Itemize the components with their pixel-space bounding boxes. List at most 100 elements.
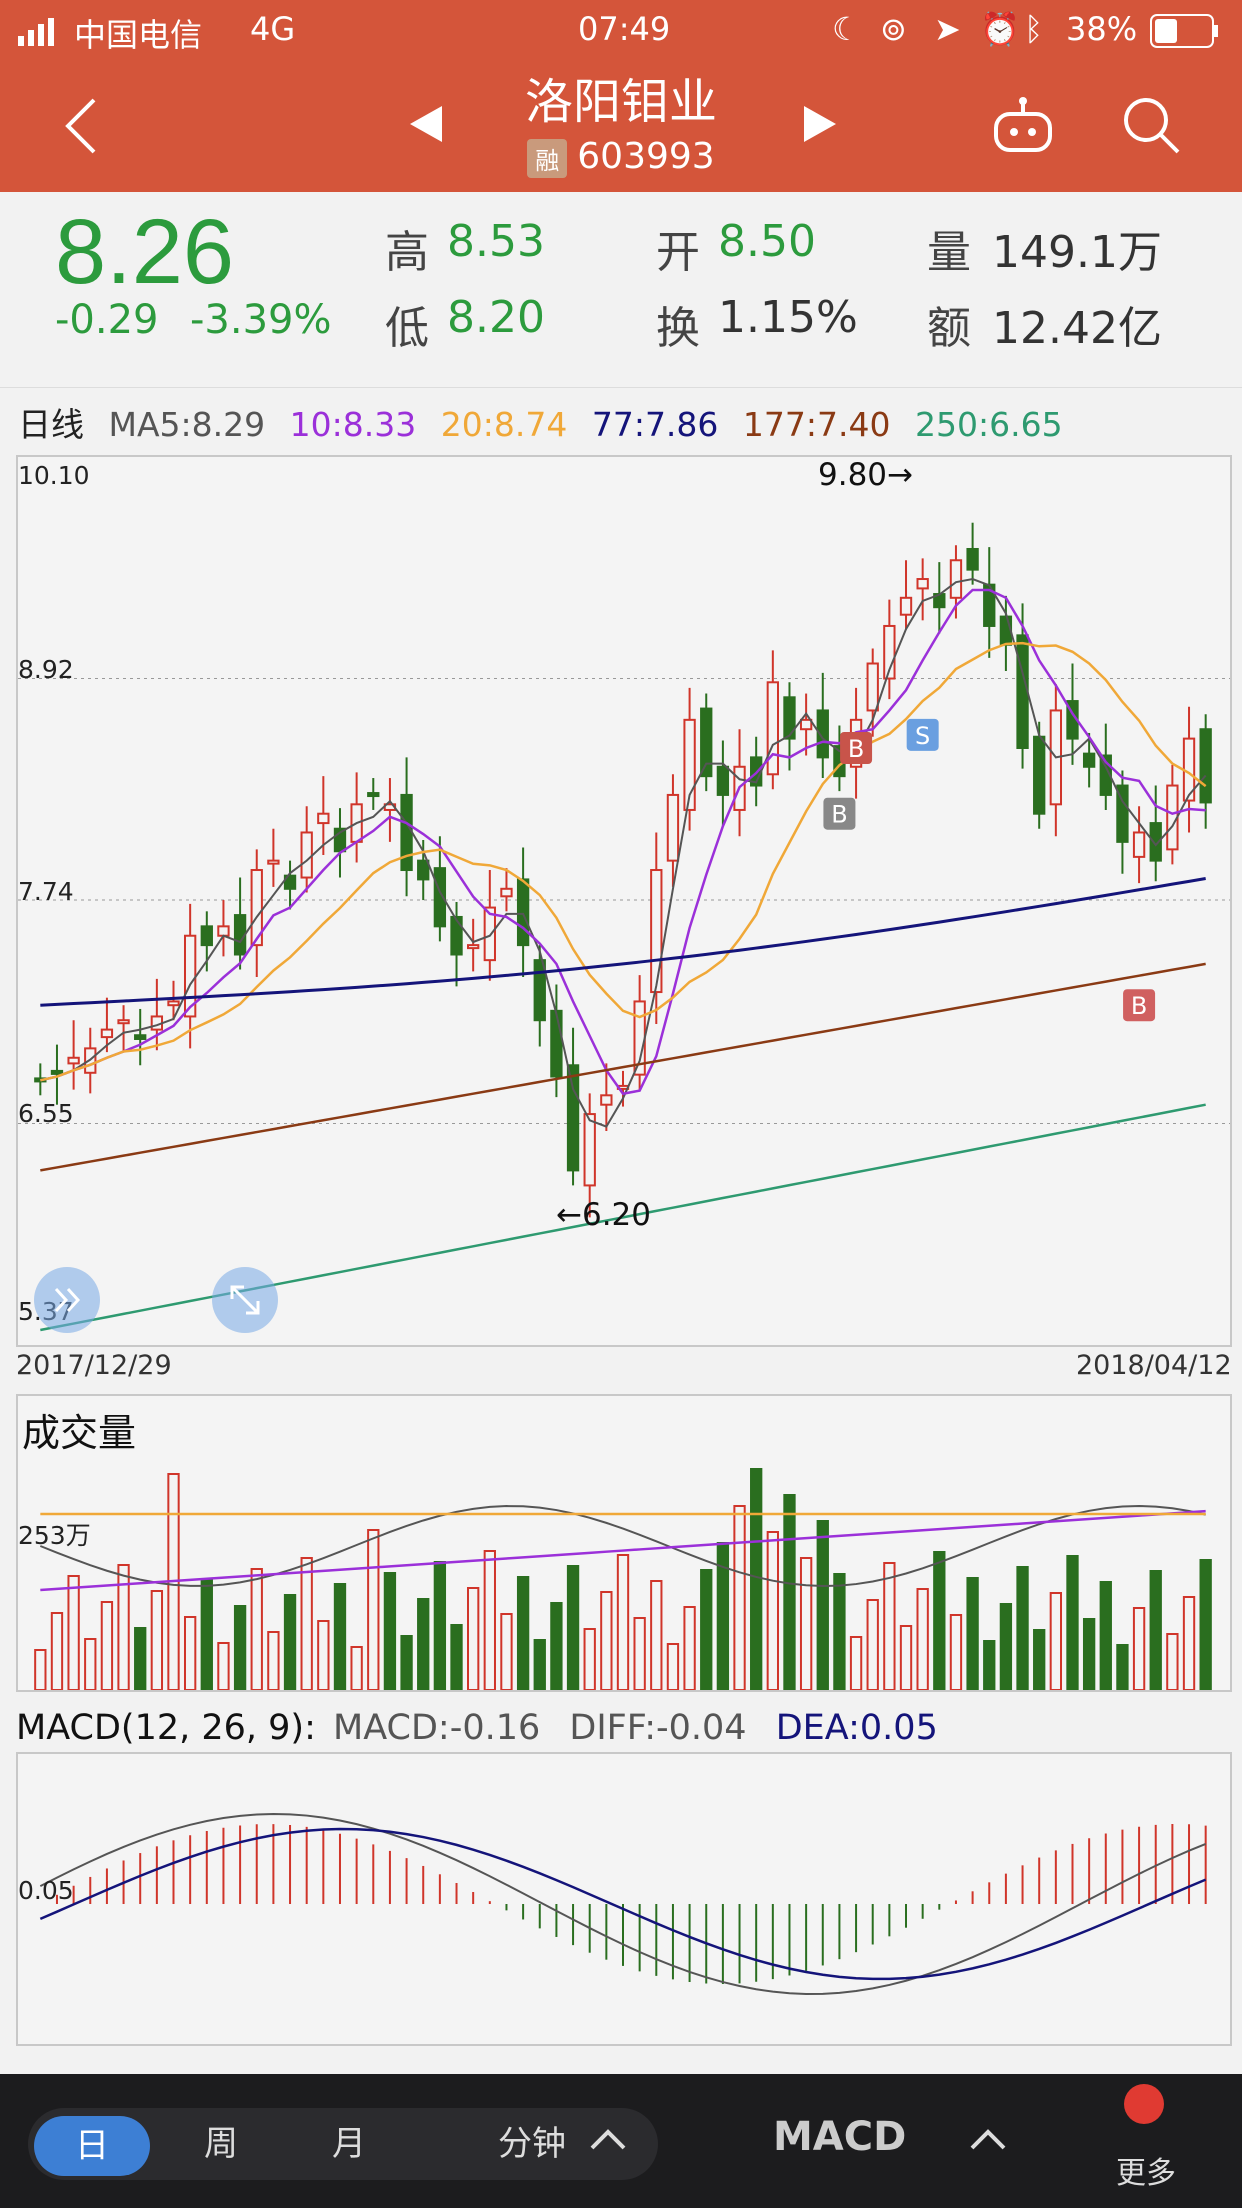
- signal-icon: [18, 16, 62, 54]
- high-label: 高: [385, 227, 429, 278]
- volume-bar: [916, 1588, 929, 1690]
- volume-bar: [417, 1598, 430, 1690]
- ma20-label: 20:8.74: [440, 405, 568, 444]
- volume-bar: [333, 1583, 347, 1690]
- price-change: -0.29: [55, 297, 159, 343]
- ma10-line: [40, 588, 1206, 1096]
- volume-bar: [999, 1603, 1013, 1690]
- tab-day[interactable]: 日: [34, 2116, 150, 2176]
- candle-body: [67, 1056, 80, 1065]
- volume-bar: [1199, 1559, 1212, 1690]
- robot-assistant-button[interactable]: [990, 96, 1056, 160]
- volume-bar: [400, 1635, 413, 1690]
- candle-body: [716, 765, 730, 796]
- volume-bar: [233, 1605, 247, 1690]
- macd-chart[interactable]: 0.05: [16, 1752, 1232, 2046]
- more-button[interactable]: 更多: [1116, 2156, 1176, 2191]
- tab-minute[interactable]: 分钟: [498, 2124, 566, 2164]
- dea-line: [39, 1827, 1207, 1981]
- volume-bar: [283, 1594, 297, 1690]
- next-stock-button[interactable]: [802, 104, 838, 148]
- candle-body: [500, 887, 513, 898]
- battery-icon: [1150, 14, 1220, 56]
- volume-bar: [833, 1573, 846, 1690]
- stock-code: 603993: [577, 136, 715, 177]
- start-date: 2017/12/29: [16, 1350, 172, 1381]
- volume-chart[interactable]: 成交量 253万: [16, 1394, 1232, 1692]
- lock-rotation-icon: ⊚: [880, 10, 907, 48]
- volume-bar: [866, 1599, 879, 1690]
- period-low-annotation: ←6.20: [556, 1197, 651, 1233]
- tab-week[interactable]: 周: [204, 2124, 238, 2164]
- candle-body: [966, 547, 979, 571]
- minute-expand-button[interactable]: [588, 2124, 628, 2158]
- candle-body: [100, 1028, 114, 1039]
- amount-label: 额: [927, 303, 971, 354]
- stock-code-row: 融 603993: [0, 136, 1242, 178]
- candle-body: [550, 1009, 563, 1078]
- volume-bar: [100, 1601, 114, 1690]
- volume-bar: [783, 1494, 796, 1690]
- candle-body: [916, 578, 929, 590]
- carrier-text: 中国电信: [74, 16, 203, 54]
- signal-marker: [840, 731, 873, 764]
- chevron-up-icon: [590, 2129, 626, 2150]
- low-label: 低: [385, 303, 429, 354]
- diff-value: DIFF:-0.04: [569, 1708, 747, 1748]
- volume-bar: [650, 1580, 663, 1690]
- end-date: 2018/04/12: [1076, 1350, 1232, 1381]
- signal-marker: [1123, 989, 1156, 1022]
- low-value: 8.20: [447, 292, 545, 343]
- open-label: 开: [656, 227, 700, 278]
- volume-bar: [250, 1568, 263, 1690]
- moon-icon: ☾: [832, 10, 861, 48]
- robot-icon: [994, 97, 1052, 152]
- volume-bar: [899, 1625, 913, 1690]
- chevron-up-icon: [970, 2129, 1006, 2150]
- volume-bar: [733, 1505, 746, 1690]
- volume-bar: [750, 1468, 763, 1690]
- network-text: 4G: [250, 10, 296, 48]
- candle-body: [949, 559, 963, 599]
- volume-bar: [1099, 1581, 1112, 1690]
- location-icon: ➤: [934, 10, 961, 48]
- status-bar: 中国电信 4G 07:49 ☾ ⊚ ➤ ⏰ ᛒ 38%: [0, 0, 1242, 60]
- candle-body: [167, 1000, 180, 1007]
- candle-body: [866, 662, 879, 712]
- amount-value: 12.42亿: [992, 303, 1162, 354]
- prev-stock-button[interactable]: [408, 104, 444, 148]
- macd-title: MACD(12, 26, 9):: [16, 1708, 316, 1748]
- volume-label: 量: [927, 227, 971, 278]
- search-icon: [1124, 98, 1180, 154]
- triangle-right-icon: [804, 106, 836, 142]
- expand-icon: [230, 1285, 260, 1315]
- volume-bar: [1149, 1570, 1162, 1690]
- high-value: 8.53: [447, 216, 545, 267]
- candle-body: [583, 1113, 596, 1187]
- tab-month[interactable]: 月: [332, 2124, 366, 2164]
- candle-body: [217, 925, 230, 937]
- volume-bar: [1116, 1644, 1129, 1690]
- ma20-line: [40, 641, 1207, 1082]
- candle-body: [333, 827, 347, 853]
- indicator-expand-button[interactable]: [968, 2124, 1008, 2158]
- triangle-left-icon: [410, 106, 442, 142]
- candle-body: [766, 681, 779, 776]
- expand-chart-button[interactable]: [212, 1267, 278, 1333]
- volume-ma5-line: [39, 1504, 1206, 1587]
- ma77-label: 77:7.86: [591, 405, 719, 444]
- volume-bar: [1182, 1596, 1196, 1690]
- candle-body: [600, 1094, 613, 1106]
- search-button[interactable]: [1120, 94, 1184, 162]
- indicator-selector[interactable]: MACD: [773, 2114, 907, 2160]
- volume-bar: [300, 1557, 313, 1690]
- scroll-left-button[interactable]: [34, 1267, 100, 1333]
- back-button[interactable]: [58, 96, 108, 156]
- signal-marker-label: B: [1131, 992, 1147, 1020]
- quote-summary: 8.26 -0.29 -3.39% 高 8.53 低 8.20 开 8.50 换…: [0, 192, 1242, 388]
- macd-legend: MACD(12, 26, 9): MACD:-0.16 DIFF:-0.04 D…: [16, 1708, 938, 1748]
- candle-body: [134, 1034, 147, 1040]
- candle-body: [899, 596, 913, 616]
- candle-body: [683, 718, 696, 811]
